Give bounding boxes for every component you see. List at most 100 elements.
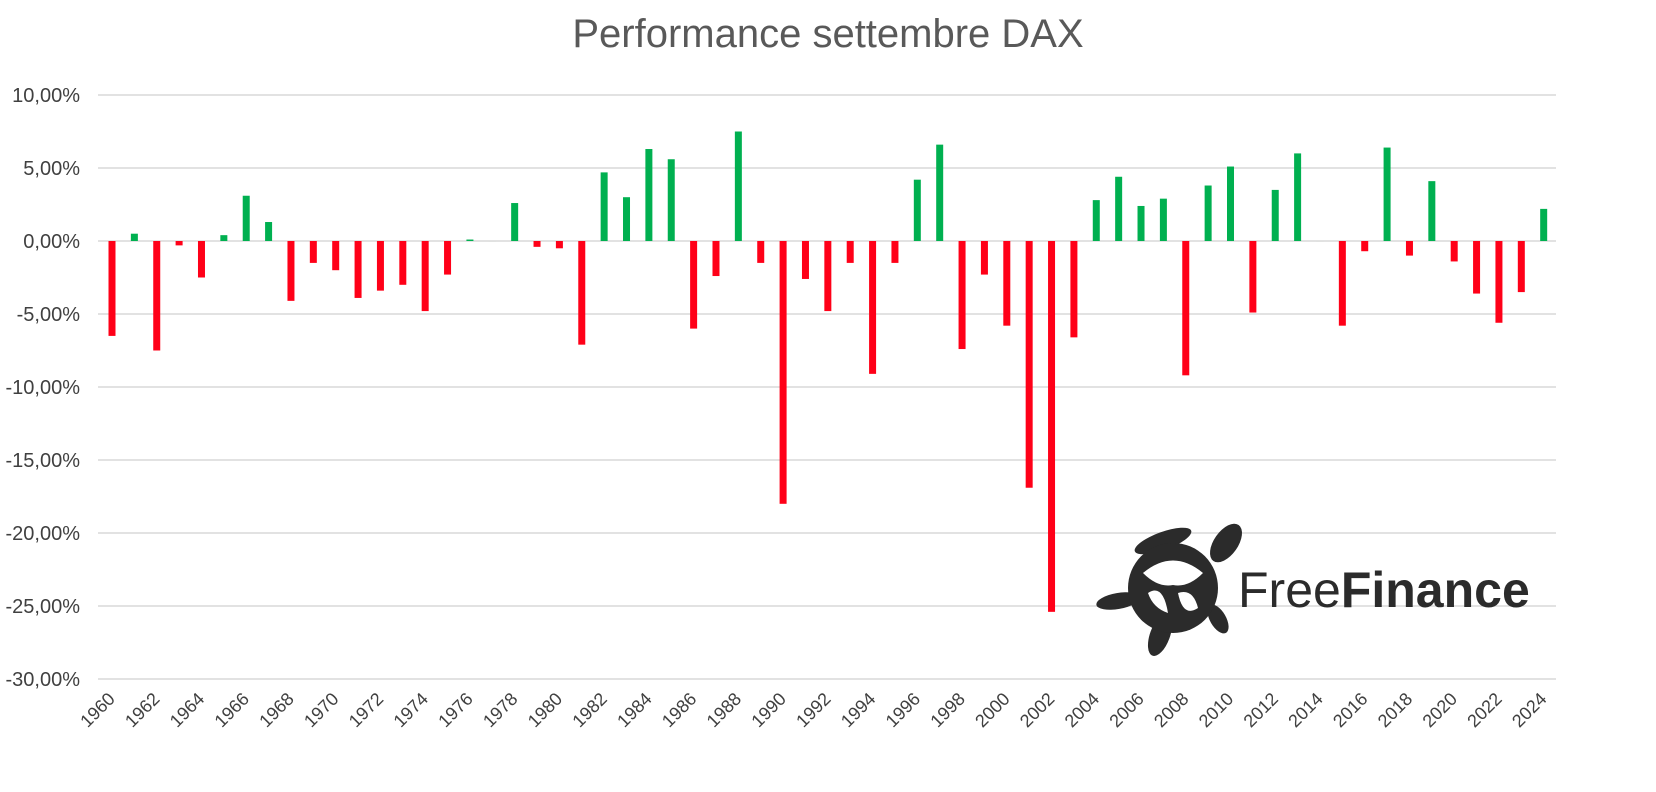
bar-1965 xyxy=(220,235,228,241)
bar-2002 xyxy=(1048,241,1056,612)
x-tick-label: 1990 xyxy=(747,689,789,731)
y-tick-label: 10,00% xyxy=(12,85,80,107)
svg-text:FreeFinance: FreeFinance xyxy=(1238,562,1530,618)
x-tick-label: 1992 xyxy=(792,689,834,731)
bar-1996 xyxy=(913,179,921,241)
bar-1960 xyxy=(108,241,116,336)
bar-1994 xyxy=(869,241,877,374)
y-tick-label: -15,00% xyxy=(6,450,81,472)
x-tick-label: 1970 xyxy=(300,689,342,731)
x-tick-label: 1982 xyxy=(569,689,611,731)
x-tick-label: 2024 xyxy=(1508,689,1550,731)
bar-1998 xyxy=(958,241,966,350)
bar-2018 xyxy=(1405,241,1413,256)
bar-1964 xyxy=(197,241,205,278)
bar-1974 xyxy=(421,241,429,312)
x-tick-label: 1968 xyxy=(255,689,297,731)
x-tick-label: 1960 xyxy=(76,689,118,731)
bar-2007 xyxy=(1159,198,1167,241)
bar-1975 xyxy=(444,241,452,275)
bar-2001 xyxy=(1025,241,1033,488)
x-tick-label: 1988 xyxy=(703,689,745,731)
bar-2009 xyxy=(1204,185,1212,241)
bar-2022 xyxy=(1495,241,1503,323)
bar-1976 xyxy=(466,239,474,241)
bar-1995 xyxy=(891,241,899,263)
bar-1967 xyxy=(265,222,273,241)
bar-1986 xyxy=(690,241,698,329)
x-tick-label: 2000 xyxy=(971,689,1013,731)
x-tick-label: 1964 xyxy=(166,689,208,731)
bar-2019 xyxy=(1428,181,1436,241)
x-tick-label: 1984 xyxy=(613,689,655,731)
y-tick-label: -30,00% xyxy=(6,669,81,691)
bar-2024 xyxy=(1540,208,1548,241)
bar-1982 xyxy=(600,172,608,241)
bar-1970 xyxy=(332,241,340,271)
bar-1980 xyxy=(555,241,563,249)
x-tick-label: 1966 xyxy=(211,689,253,731)
bar-1961 xyxy=(130,233,138,241)
bars xyxy=(108,131,1548,612)
x-tick-label: 1980 xyxy=(524,689,566,731)
bar-2020 xyxy=(1450,241,1458,262)
bar-2016 xyxy=(1361,241,1369,252)
x-tick-label: 2012 xyxy=(1240,689,1282,731)
y-tick-label: -25,00% xyxy=(6,596,81,618)
bar-1999 xyxy=(980,241,988,275)
y-tick-label: 0,00% xyxy=(23,231,80,253)
bar-1983 xyxy=(623,197,631,241)
bar-1989 xyxy=(757,241,765,263)
bar-1972 xyxy=(376,241,384,291)
bar-1981 xyxy=(578,241,586,345)
x-tick-label: 2008 xyxy=(1150,689,1192,731)
bar-2005 xyxy=(1115,176,1123,241)
x-tick-label: 1998 xyxy=(926,689,968,731)
turtle-icon xyxy=(1096,523,1242,656)
brand-bold: Finance xyxy=(1341,562,1530,618)
bar-1962 xyxy=(153,241,161,351)
bar-1988 xyxy=(734,131,742,241)
bar-1978 xyxy=(511,203,519,241)
bar-1992 xyxy=(824,241,832,312)
y-tick-label: -20,00% xyxy=(6,523,81,545)
bar-1991 xyxy=(801,241,809,279)
x-tick-label: 2020 xyxy=(1419,689,1461,731)
x-tick-label: 2002 xyxy=(1016,689,1058,731)
bar-1969 xyxy=(309,241,317,263)
x-tick-label: 1962 xyxy=(121,689,163,731)
bar-1973 xyxy=(399,241,407,285)
x-tick-label: 2022 xyxy=(1463,689,1505,731)
bar-1968 xyxy=(287,241,295,301)
x-tick-label: 1976 xyxy=(434,689,476,731)
x-tick-label: 2018 xyxy=(1374,689,1416,731)
bar-1987 xyxy=(712,241,720,277)
bar-2017 xyxy=(1383,147,1391,241)
x-tick-label: 1972 xyxy=(345,689,387,731)
bar-2010 xyxy=(1227,166,1234,241)
bar-1971 xyxy=(354,241,362,298)
bar-1966 xyxy=(242,195,250,241)
bar-2015 xyxy=(1338,241,1346,326)
bar-2000 xyxy=(1003,241,1011,326)
bar-2006 xyxy=(1137,205,1145,241)
bar-1985 xyxy=(667,159,675,241)
bar-2011 xyxy=(1249,241,1257,313)
x-tick-label: 1974 xyxy=(390,689,432,731)
bar-2003 xyxy=(1070,241,1078,338)
bar-2023 xyxy=(1517,241,1525,293)
y-tick-label: -10,00% xyxy=(6,377,81,399)
x-tick-label: 1994 xyxy=(837,689,879,731)
bar-2021 xyxy=(1473,241,1481,294)
chart-title: Performance settembre DAX xyxy=(572,12,1084,56)
bar-2004 xyxy=(1092,200,1100,241)
x-tick-label: 1996 xyxy=(882,689,924,731)
bar-1979 xyxy=(533,241,541,247)
x-tick-label: 2010 xyxy=(1195,689,1237,731)
bar-1990 xyxy=(779,241,787,504)
y-tick-label: 5,00% xyxy=(23,158,80,180)
x-tick-label: 2004 xyxy=(1061,689,1103,731)
x-tick-label: 2014 xyxy=(1284,689,1326,731)
